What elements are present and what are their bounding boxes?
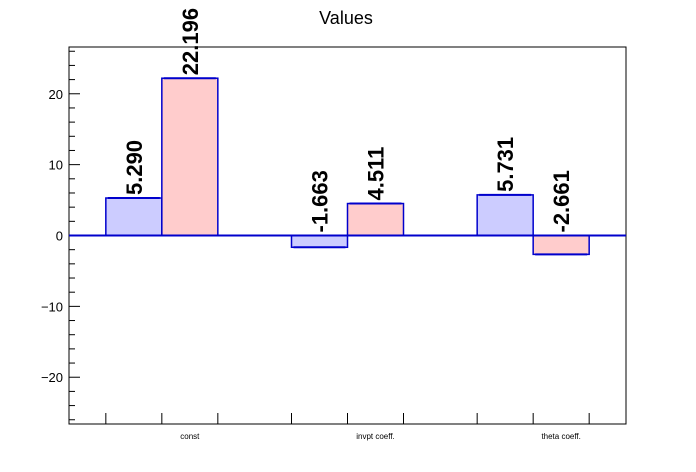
data-label: 22.196: [178, 8, 203, 75]
data-label: -1.663: [308, 170, 333, 232]
y-tick-label: −20: [41, 370, 63, 385]
bar: [161, 77, 219, 237]
data-label: -2.661: [549, 170, 574, 232]
x-tick-label: const: [180, 432, 200, 441]
data-label: 4.511: [364, 147, 389, 201]
data-label: 5.290: [122, 140, 147, 195]
bar: [290, 234, 349, 249]
bar: [346, 202, 405, 237]
y-tick-label: 20: [49, 87, 63, 102]
chart-title: Values: [319, 8, 373, 28]
value-labels: 5.290 22.196 -1.663 4.511 5.731 -2.661: [122, 8, 574, 233]
y-tick-label: 0: [56, 229, 63, 244]
data-label: 5.731: [493, 137, 518, 192]
x-tick-label: invpt coeff.: [356, 432, 395, 441]
x-tick-label: theta coeff.: [541, 432, 580, 441]
bars: [69, 77, 626, 256]
bar: [105, 197, 163, 237]
y-tick-label: −10: [41, 299, 63, 314]
y-axis: −20 −10 0 10 20: [41, 50, 80, 421]
x-axis: const invpt coeff. theta coeff.: [105, 413, 590, 441]
bar: [532, 234, 590, 256]
bar: [476, 194, 534, 237]
y-tick-label: 10: [49, 158, 63, 173]
